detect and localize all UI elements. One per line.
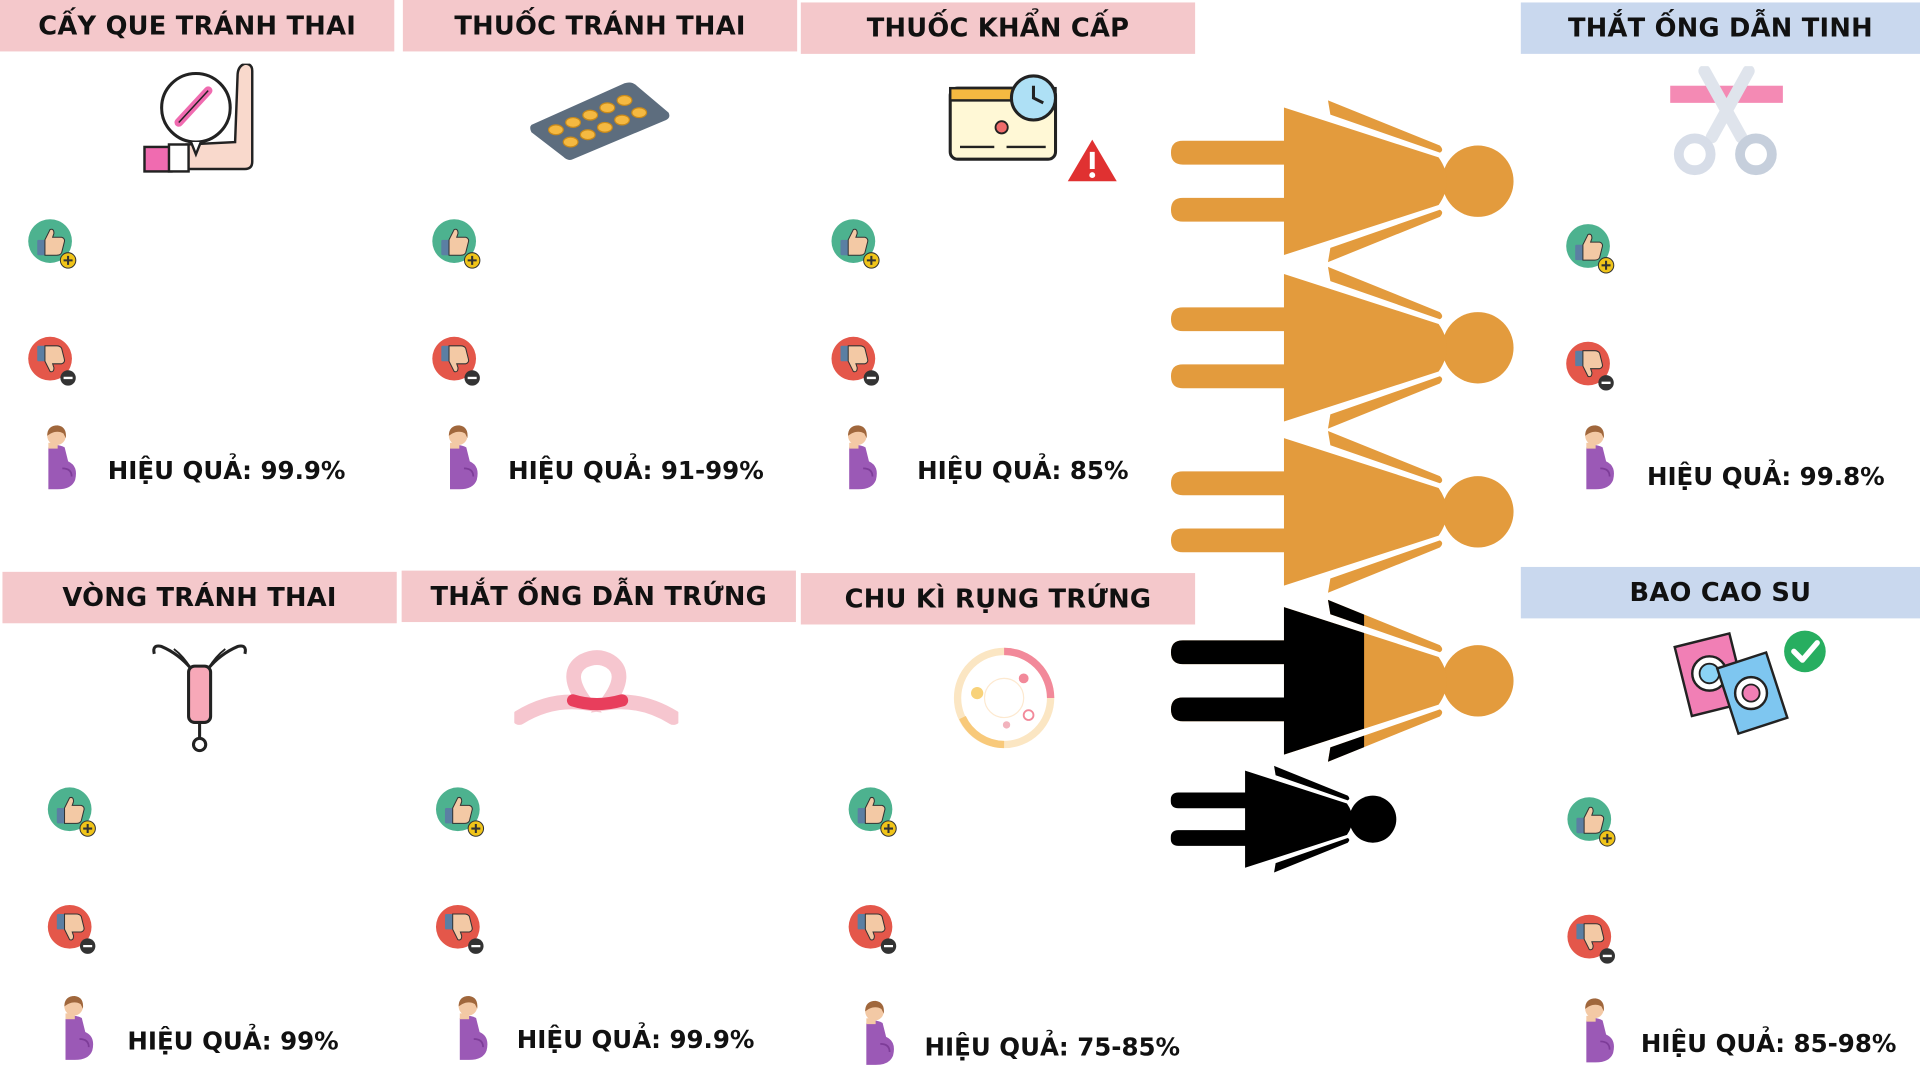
pregnant-woman-icon xyxy=(448,992,495,1063)
card-title: CHU KÌ RỤNG TRỨNG xyxy=(800,573,1196,625)
effectiveness-label: HIỆU QUẢ: 85-98% xyxy=(1640,1028,1897,1058)
thumbs-up-plus-icon xyxy=(27,218,78,269)
effectiveness-label: HIỆU QUẢ: 91-99% xyxy=(508,455,764,485)
pregnant-woman-icon xyxy=(1575,421,1622,492)
woman-figure-half-icon xyxy=(1170,599,1514,762)
woman-figure-small-icon xyxy=(1171,764,1406,874)
woman-figure-icon xyxy=(1171,98,1529,265)
card-title: THUỐC KHẨN CẤP xyxy=(800,2,1196,54)
thumbs-down-minus-icon xyxy=(435,904,486,955)
card-title: THẮT ỐNG DẪN TRỨNG xyxy=(401,570,796,623)
effectiveness-label: HIỆU QUẢ: 99.9% xyxy=(516,1024,755,1055)
pregnant-woman-icon xyxy=(438,421,485,492)
pregnant-woman-icon xyxy=(838,421,885,492)
thumbs-up-plus-icon xyxy=(1565,223,1616,274)
pregnant-woman-icon xyxy=(37,421,84,492)
effectiveness-label: HIỆU QUẢ: 99.8% xyxy=(1646,461,1885,492)
thumbs-up-plus-icon xyxy=(47,786,98,837)
woman-figure-icon xyxy=(1171,264,1529,431)
effectiveness-label: HIỆU QUẢ: 75-85% xyxy=(924,1032,1181,1062)
pregnant-woman-icon xyxy=(855,997,902,1068)
thumbs-up-plus-icon xyxy=(830,218,881,269)
arm-implant-icon xyxy=(143,63,254,173)
thumbs-down-minus-icon xyxy=(1566,913,1617,964)
thumbs-up-plus-icon xyxy=(431,218,482,269)
card-title: THẮT ỐNG DẪN TINH xyxy=(1520,2,1920,54)
thumbs-up-plus-icon xyxy=(1566,796,1617,847)
thumbs-up-plus-icon xyxy=(435,786,486,837)
woman-figure-icon xyxy=(1171,429,1529,596)
ovulation-cycle-icon xyxy=(953,647,1055,749)
card-title: THUỐC TRÁNH THAI xyxy=(402,0,798,52)
thumbs-up-plus-icon xyxy=(847,786,898,837)
thumbs-down-minus-icon xyxy=(847,904,898,955)
emergency-pill-icon xyxy=(948,74,1117,182)
effectiveness-label: HIỆU QUẢ: 99% xyxy=(127,1026,339,1056)
thumbs-down-minus-icon xyxy=(27,336,78,387)
thumbs-down-minus-icon xyxy=(431,336,482,387)
effectiveness-label: HIỆU QUẢ: 99.9% xyxy=(107,455,346,485)
pregnant-woman-icon xyxy=(54,992,101,1063)
thumbs-down-minus-icon xyxy=(1565,340,1616,391)
condom-icon xyxy=(1673,630,1826,736)
card-title: CẤY QUE TRÁNH THAI xyxy=(0,0,395,52)
pregnant-woman-icon xyxy=(1575,994,1622,1065)
tubal-ligation-icon xyxy=(514,650,679,725)
effectiveness-label: HIỆU QUẢ: 85% xyxy=(917,455,1129,485)
scissors-icon xyxy=(1670,66,1783,176)
pill-pack-icon xyxy=(530,82,670,161)
thumbs-down-minus-icon xyxy=(830,336,881,387)
iud-icon xyxy=(152,644,247,753)
card-title: BAO CAO SU xyxy=(1520,566,1920,619)
card-title: VÒNG TRÁNH THAI xyxy=(2,571,397,624)
thumbs-down-minus-icon xyxy=(47,904,98,955)
